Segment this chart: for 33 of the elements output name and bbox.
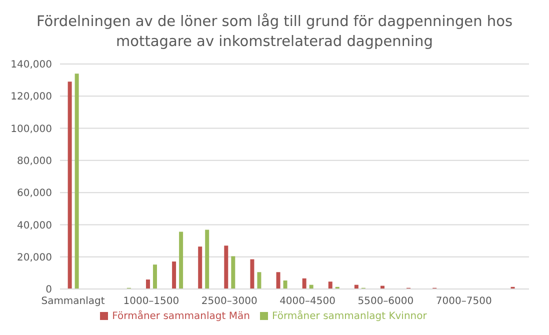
- bar: [257, 272, 262, 289]
- bar: [74, 74, 79, 289]
- x-tick-label: 4000–4500: [280, 296, 336, 308]
- bar: [250, 259, 254, 289]
- bar: [198, 246, 202, 289]
- bar: [172, 262, 176, 289]
- bar: [328, 282, 332, 289]
- x-tick-label: 1000–1500: [123, 296, 180, 308]
- x-tick-label: 5500–6000: [358, 296, 414, 308]
- bar: [68, 82, 72, 289]
- y-tick-label: 60,000: [17, 188, 52, 200]
- bar: [302, 278, 306, 289]
- x-tick-label: Sammanlagt: [41, 296, 105, 308]
- bar: [152, 264, 157, 289]
- y-tick-label: 80,000: [17, 156, 52, 167]
- y-tick-label: 40,000: [17, 220, 52, 232]
- legend-label: Förmåner sammanlagt Kvinnor: [272, 311, 427, 322]
- chart-title: Fördelningen av de löner som låg till grund för dagpenningen hos mottagare av inkomstrelaterad dagpenning: [35, 12, 514, 52]
- y-tick-label: 120,000: [10, 92, 52, 103]
- bar: [179, 232, 184, 289]
- bar: [146, 280, 150, 289]
- y-tick-label: 100,000: [10, 124, 52, 135]
- y-tick-label: 0: [46, 284, 52, 296]
- bar: [205, 230, 210, 289]
- legend-label: Förmåner sammanlagt Män: [112, 311, 250, 322]
- bar: [283, 280, 288, 289]
- bar: [276, 272, 280, 289]
- x-tick-label: 2500–3000: [201, 296, 258, 308]
- y-tick-label: 20,000: [17, 252, 52, 264]
- bar: [224, 246, 228, 289]
- x-tick-label: 7000–7500: [436, 296, 492, 308]
- bar: [231, 256, 236, 289]
- y-tick-label: 140,000: [10, 60, 52, 71]
